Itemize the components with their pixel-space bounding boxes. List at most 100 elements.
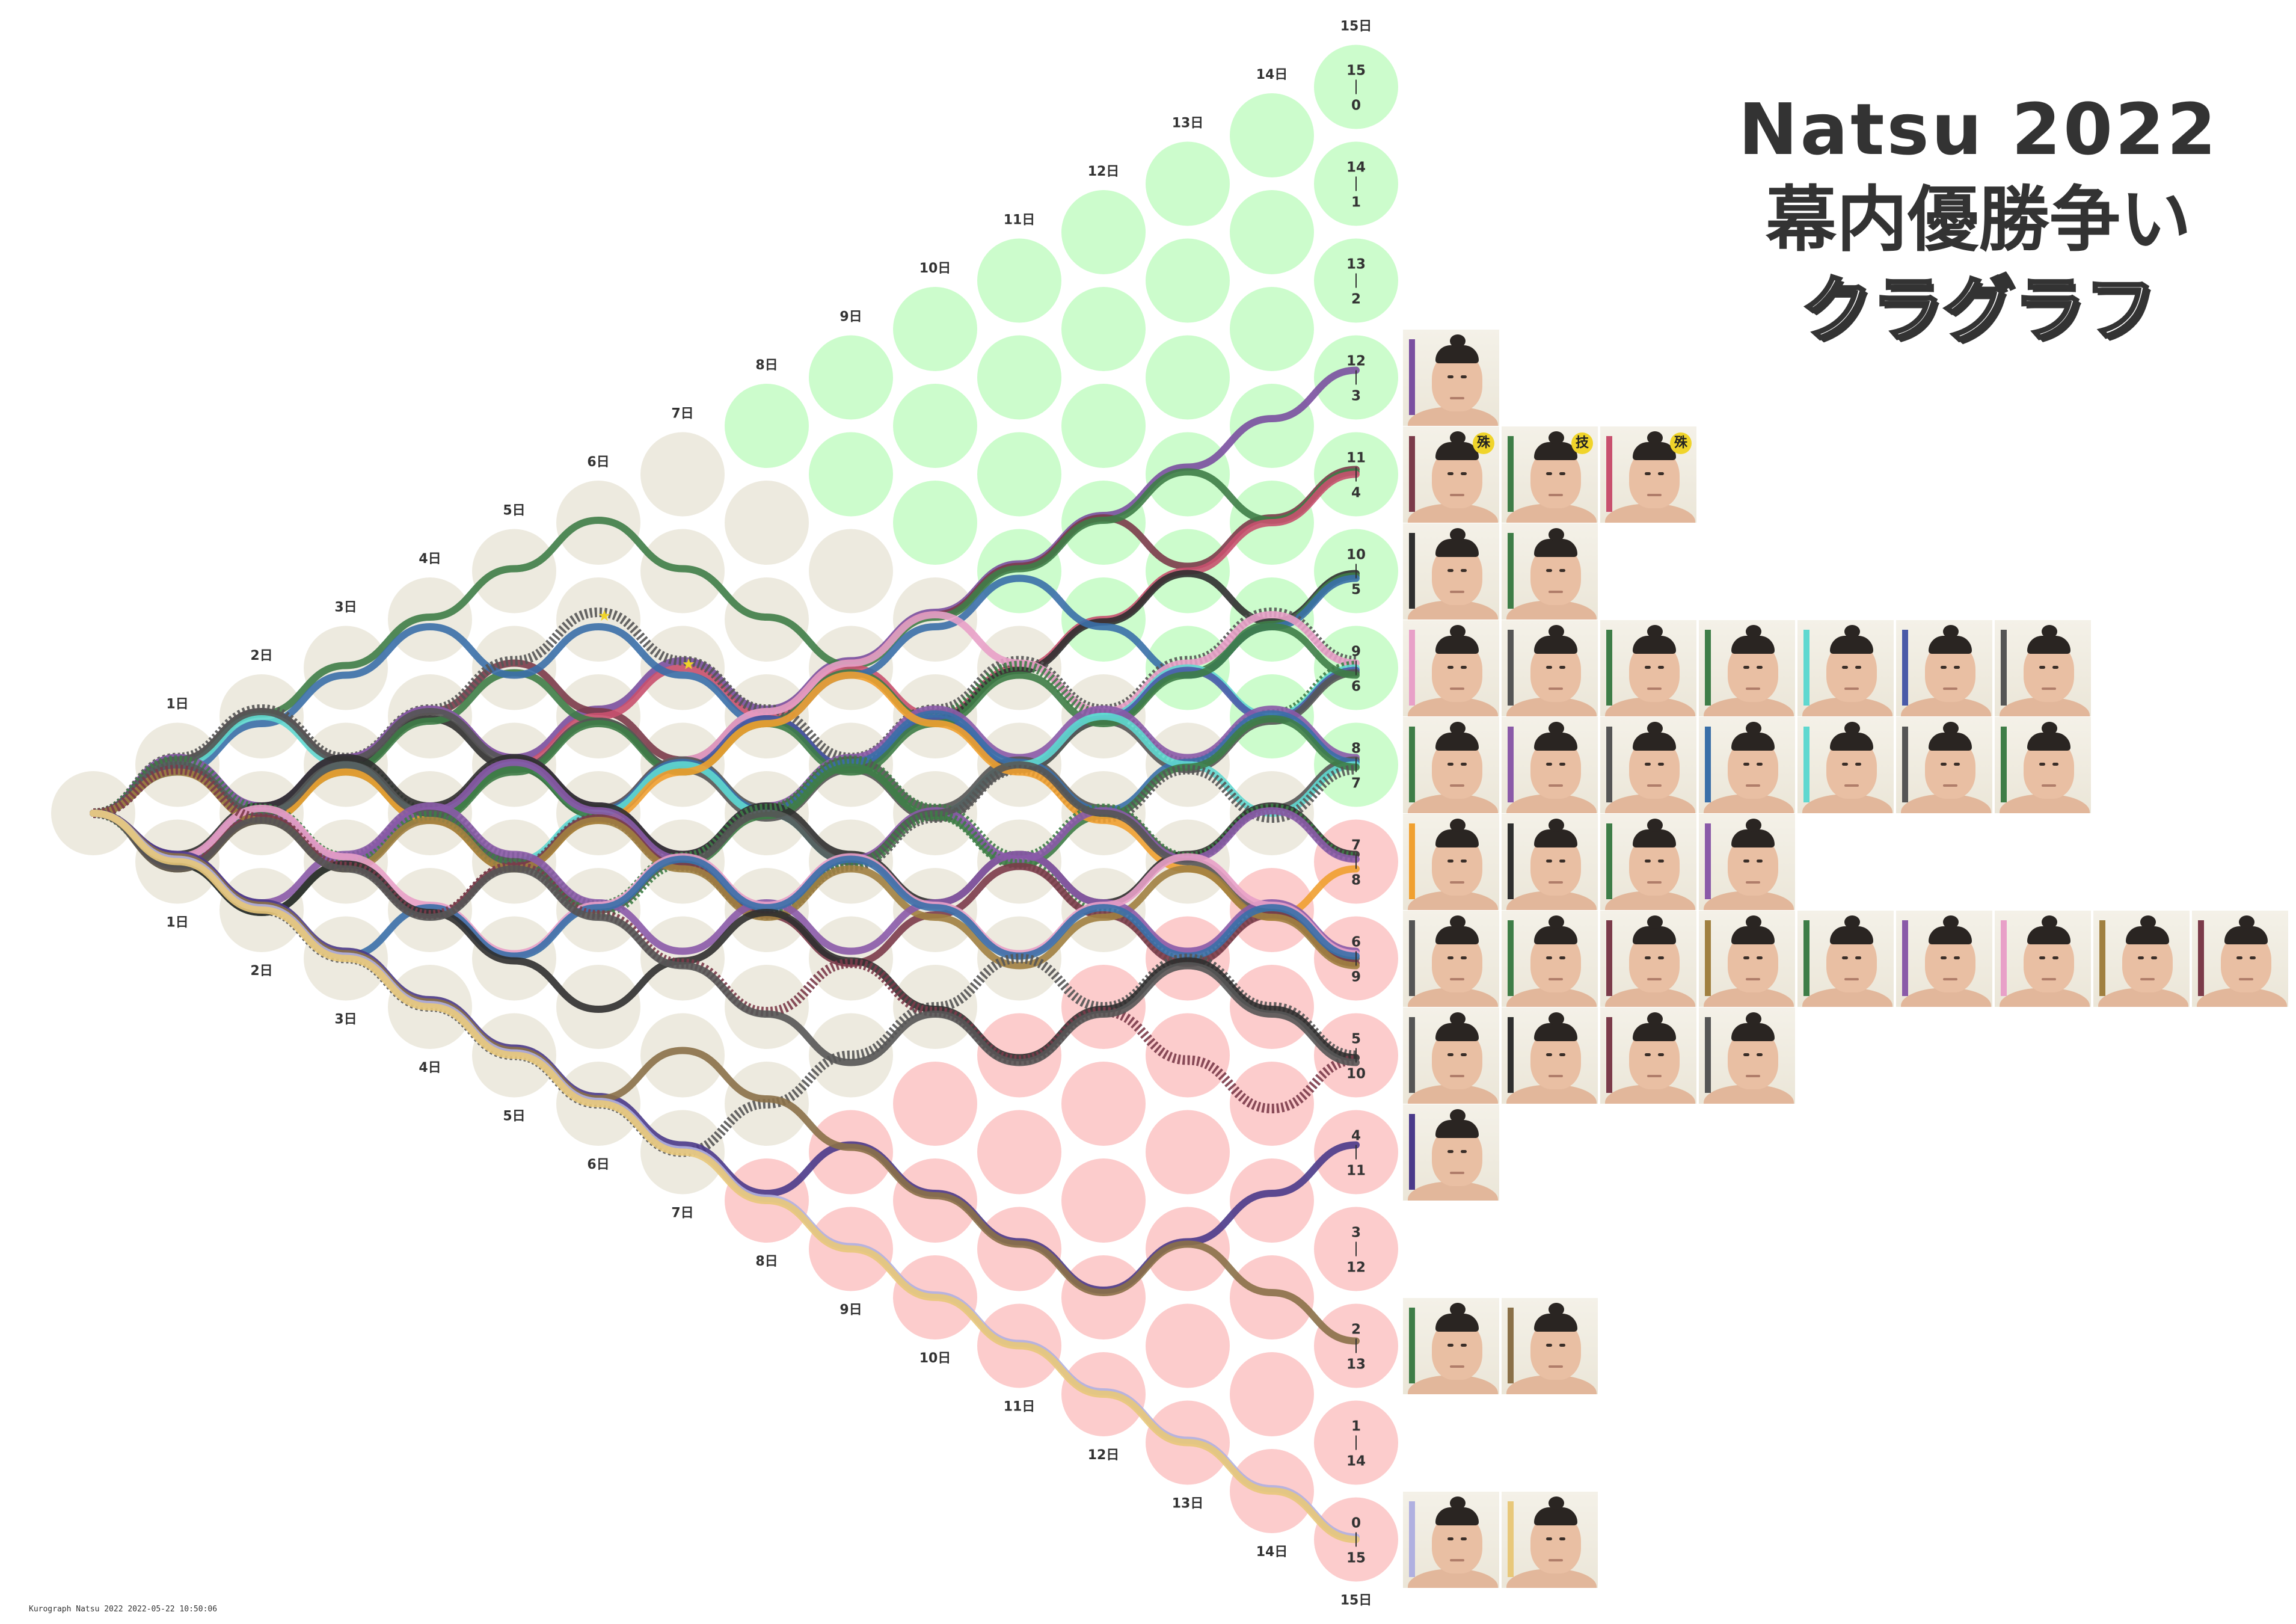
portrait-mouth	[1450, 590, 1464, 593]
series-color-bar	[2099, 920, 2105, 996]
final-record-losses: 5	[1351, 582, 1361, 598]
portrait-eye	[1559, 1343, 1565, 1347]
portrait-eye	[1559, 762, 1565, 766]
portrait-eye	[1842, 665, 1848, 669]
day-label-top: 3日	[334, 600, 357, 615]
series-color-bar	[1705, 629, 1711, 706]
portrait-hair	[1633, 1023, 1676, 1041]
series-color-bar	[1705, 1017, 1711, 1093]
portrait-eye	[1954, 665, 1960, 669]
portrait-hair	[1731, 732, 1775, 751]
series-color-bar	[1409, 920, 1415, 996]
rikishi-portrait	[1502, 1297, 1598, 1394]
portrait-hair	[1633, 732, 1676, 751]
rikishi-portrait	[1502, 1007, 1598, 1104]
series-color-bar	[1409, 1501, 1415, 1577]
rikishi-portrait	[1699, 813, 1795, 910]
final-record-losses: 12	[1346, 1260, 1366, 1276]
portrait-hair	[1435, 1507, 1479, 1525]
portrait-topknot	[1844, 915, 1860, 929]
portrait-eye	[1546, 568, 1552, 572]
portrait-topknot	[1450, 721, 1466, 735]
portrait-eye	[1743, 859, 1749, 863]
portrait-mouth	[1549, 1365, 1563, 1368]
series-color-bar	[1803, 726, 1809, 802]
portrait-hair	[1534, 1023, 1577, 1041]
series-color-bar	[2001, 726, 2007, 802]
portrait-topknot	[1746, 818, 1761, 832]
portrait-mouth	[2042, 784, 2056, 787]
rikishi-portrait	[2093, 910, 2190, 1007]
portrait-mouth	[1647, 784, 1662, 787]
day-label-bottom: 14日	[1256, 1545, 1288, 1560]
day-label-bottom: 13日	[1172, 1496, 1204, 1512]
record-node	[725, 481, 809, 565]
rikishi-portrait	[1403, 1104, 1499, 1201]
portrait-eye	[1461, 1537, 1467, 1540]
portrait-topknot	[1746, 1012, 1761, 1026]
portrait-eye	[1855, 956, 1861, 959]
portrait-eye	[1559, 1053, 1565, 1056]
portrait-eye	[1842, 762, 1848, 766]
portrait-eye	[2052, 665, 2058, 669]
series-line	[90, 761, 1360, 962]
record-node	[640, 1013, 725, 1098]
portrait-topknot	[1450, 915, 1466, 929]
portrait-eye	[1743, 956, 1749, 959]
series-color-bar	[1606, 920, 1612, 996]
special-prize-badge: 殊	[1473, 432, 1494, 454]
record-node	[809, 432, 893, 517]
portrait-mouth	[1549, 493, 1563, 496]
rikishi-portrait: 技	[1502, 426, 1598, 523]
portrait-row	[1403, 1007, 1797, 1104]
rikishi-portrait	[1502, 620, 1598, 716]
portrait-row	[1403, 620, 2093, 716]
portrait-eye	[1559, 665, 1565, 669]
portrait-mouth	[1549, 590, 1563, 593]
portrait-eye	[1941, 762, 1947, 766]
series-color-bar	[1606, 435, 1612, 512]
portrait-mouth	[1450, 881, 1464, 884]
portrait-topknot	[1450, 818, 1466, 832]
series-color-bar	[1902, 920, 1908, 996]
series-line	[90, 468, 1360, 817]
portrait-topknot	[1549, 624, 1564, 638]
portrait-mouth	[1647, 687, 1662, 690]
rikishi-portrait	[1699, 1007, 1795, 1104]
series-color-bar	[1409, 1307, 1415, 1383]
day-label-bottom: 10日	[919, 1351, 951, 1366]
portrait-mouth	[2140, 977, 2155, 980]
series-color-bar	[1409, 629, 1415, 706]
portrait-topknot	[1746, 624, 1761, 638]
rikishi-portrait	[1896, 910, 1992, 1007]
portrait-eye	[1461, 665, 1467, 669]
portrait-hair	[1435, 538, 1479, 557]
final-record-losses: 6	[1351, 679, 1361, 695]
rikishi-portrait	[1403, 716, 1499, 813]
series-color-bar	[2198, 920, 2204, 996]
series-color-bar	[1409, 823, 1415, 899]
portrait-hair	[1435, 1313, 1479, 1332]
portrait-eye	[1954, 762, 1960, 766]
series-color-bar	[1902, 629, 1908, 706]
day-label-bottom: 7日	[671, 1206, 693, 1221]
portrait-topknot	[1647, 624, 1663, 638]
final-record-losses: 4	[1351, 485, 1361, 501]
day-label-bottom: 9日	[840, 1303, 862, 1318]
portrait-hair	[2027, 926, 2070, 944]
portrait-eye	[1559, 859, 1565, 863]
rikishi-portrait	[1797, 620, 1894, 716]
portrait-eye	[2039, 956, 2045, 959]
final-record-losses: 0	[1351, 98, 1361, 114]
portrait-eye	[1658, 1053, 1664, 1056]
day-label-bottom: 11日	[1004, 1400, 1036, 1415]
portrait-eye	[1447, 762, 1453, 766]
label-layer: 1日 1日 2日 2日 3日 3日 4日 4日 5日 5日 6日 6日 7日 7日 8日 8日 9日 9日 10日 1…	[166, 19, 1372, 1608]
portrait-eye	[1546, 472, 1552, 475]
rikishi-portrait	[1699, 620, 1795, 716]
portrait-eye	[1954, 956, 1960, 959]
portrait-eye	[2052, 762, 2058, 766]
day-label-top: 14日	[1256, 67, 1288, 82]
portrait-eye	[1645, 956, 1651, 959]
record-node	[977, 335, 1061, 420]
